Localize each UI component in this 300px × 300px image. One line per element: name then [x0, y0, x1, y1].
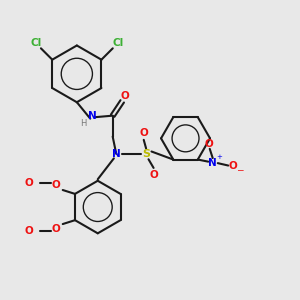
Text: +: + — [216, 154, 222, 160]
Text: N: N — [112, 149, 121, 159]
Text: N: N — [208, 158, 217, 168]
Text: O: O — [150, 170, 159, 180]
Text: O: O — [121, 91, 130, 101]
Text: O: O — [24, 226, 33, 236]
Text: O: O — [24, 178, 33, 188]
Text: O: O — [228, 160, 237, 170]
Text: −: − — [236, 165, 244, 174]
Text: O: O — [205, 139, 214, 149]
Text: O: O — [140, 128, 148, 138]
Text: Cl: Cl — [30, 38, 41, 48]
Text: N: N — [88, 111, 97, 121]
Text: H: H — [80, 118, 87, 127]
Text: Cl: Cl — [112, 38, 124, 48]
Text: O: O — [51, 224, 60, 234]
Text: O: O — [51, 180, 60, 190]
Text: S: S — [142, 149, 150, 159]
